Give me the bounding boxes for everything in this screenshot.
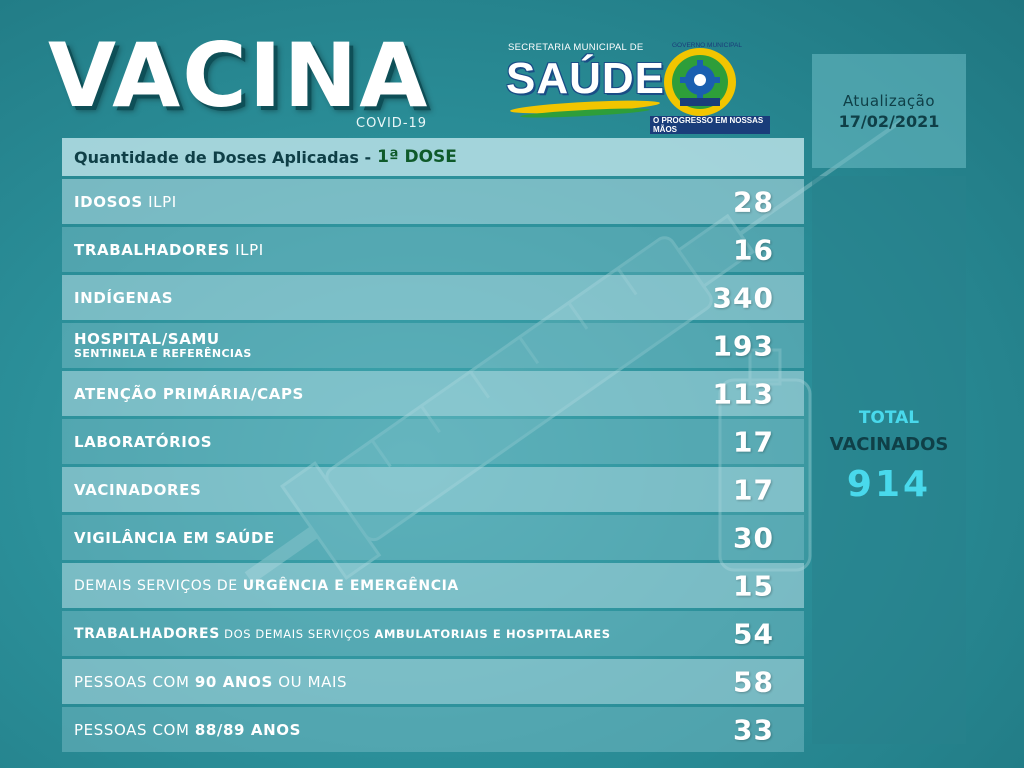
logo-motto-text: O PROGRESSO EM NOSSAS MÃOS: [650, 116, 770, 134]
table-row-trabalhadores-ilpi: TRABALHADORES ILPI 16: [62, 227, 804, 272]
row-value: 28: [733, 185, 774, 218]
table-row-indigenas: INDÍGENAS 340: [62, 275, 804, 320]
logo-saude-text: SAÚDE: [506, 54, 666, 103]
total-label: TOTAL: [858, 408, 920, 428]
row-label: VACINADORES: [74, 480, 202, 499]
total-panel: TOTAL VACINADOS 914: [812, 176, 966, 744]
row-value: 54: [733, 617, 774, 650]
row-value: 33: [733, 713, 774, 746]
row-label: DEMAIS SERVIÇOS DE URGÊNCIA E EMERGÊNCIA: [74, 577, 459, 594]
row-label: TRABALHADORES DOS DEMAIS SERVIÇOS AMBULA…: [74, 625, 611, 642]
row-value: 340: [712, 281, 774, 314]
update-date: 17/02/2021: [838, 111, 940, 131]
update-label: Atualização: [842, 91, 936, 110]
row-value: 17: [733, 425, 774, 458]
row-label: ATENÇÃO PRIMÁRIA/CAPS: [74, 384, 304, 403]
row-value: 193: [712, 329, 774, 362]
table-heading-text: Quantidade de Doses Aplicadas -: [74, 147, 372, 167]
row-label: IDOSOS ILPI: [74, 192, 177, 211]
dose-label: 1ª DOSE: [377, 147, 457, 167]
table-row-idosos: IDOSOS ILPI 28: [62, 179, 804, 224]
table-row-hospital-samu: HOSPITAL/SAMU SENTINELA E REFERÊNCIAS 193: [62, 323, 804, 368]
row-value: 15: [733, 569, 774, 602]
row-label: INDÍGENAS: [74, 288, 174, 307]
municipal-emblem-icon: [664, 48, 736, 116]
row-label: LABORATÓRIOS: [74, 432, 213, 451]
table-row-vigilancia: VIGILÂNCIA EM SAÚDE 30: [62, 515, 804, 560]
update-panel: Atualização 17/02/2021: [812, 54, 966, 168]
row-value: 16: [733, 233, 774, 266]
table-heading: Quantidade de Doses Aplicadas - 1ª DOSE: [62, 138, 804, 176]
row-value: 113: [712, 377, 774, 410]
table-row-atencao-primaria: ATENÇÃO PRIMÁRIA/CAPS 113: [62, 371, 804, 416]
table-row-laboratorios: LABORATÓRIOS 17: [62, 419, 804, 464]
row-value: 58: [733, 665, 774, 698]
row-label: VIGILÂNCIA EM SAÚDE: [74, 528, 275, 547]
logo-governo-text: GOVERNO MUNICIPAL: [672, 42, 742, 49]
row-label: HOSPITAL/SAMU SENTINELA E REFERÊNCIAS: [74, 329, 252, 360]
page-subtitle: COVID-19: [356, 116, 428, 131]
row-label: PESSOAS COM 88/89 ANOS: [74, 720, 302, 739]
logo-secretaria-text: SECRETARIA MUNICIPAL DE: [508, 42, 644, 53]
doses-table: Quantidade de Doses Aplicadas - 1ª DOSE …: [62, 138, 804, 752]
vacinados-label: VACINADOS: [829, 434, 949, 455]
total-value: 914: [846, 464, 932, 505]
table-row-ambulatoriais: TRABALHADORES DOS DEMAIS SERVIÇOS AMBULA…: [62, 611, 804, 656]
row-label: PESSOAS COM 90 ANOS OU MAIS: [74, 672, 348, 691]
table-row-90-anos: PESSOAS COM 90 ANOS OU MAIS 58: [62, 659, 804, 704]
page-title: VACINA: [48, 24, 430, 127]
table-row-88-89-anos: PESSOAS COM 88/89 ANOS 33: [62, 707, 804, 752]
row-value: 17: [733, 473, 774, 506]
row-value: 30: [733, 521, 774, 554]
row-label: TRABALHADORES ILPI: [74, 240, 264, 259]
secretaria-saude-logo: SECRETARIA MUNICIPAL DE SAÚDE GOVERNO MU…: [500, 40, 770, 134]
table-row-urgencia: DEMAIS SERVIÇOS DE URGÊNCIA E EMERGÊNCIA…: [62, 563, 804, 608]
table-row-vacinadores: VACINADORES 17: [62, 467, 804, 512]
